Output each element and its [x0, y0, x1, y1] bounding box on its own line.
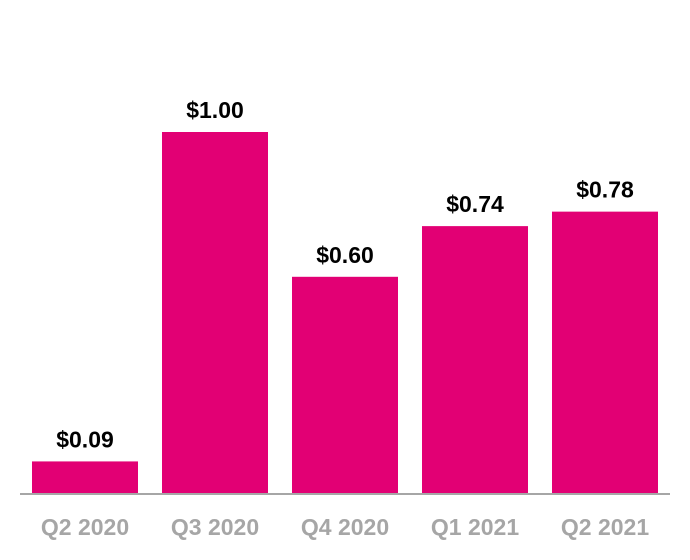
bar-q4-2020	[292, 276, 398, 494]
bar-q2-2021	[552, 211, 658, 494]
x-tick-label: Q2 2021	[561, 514, 649, 540]
x-tick-label: Q4 2020	[301, 514, 389, 540]
bar-value-label: $0.78	[576, 177, 634, 203]
bar-value-label: $0.09	[56, 426, 114, 452]
bar-q1-2021	[422, 226, 528, 494]
bar-q2-2020	[32, 461, 138, 494]
x-tick-label: Q1 2021	[431, 514, 519, 540]
bar-value-label: $1.00	[186, 97, 244, 123]
bar-value-label: $0.60	[316, 242, 374, 268]
bars-group	[32, 132, 658, 494]
bar-q3-2020	[162, 132, 268, 494]
x-tick-label: Q3 2020	[171, 514, 259, 540]
bar-value-label: $0.74	[446, 191, 504, 217]
value-labels-group: $0.09 $1.00 $0.60 $0.74 $0.78	[56, 97, 634, 452]
x-tick-label: Q2 2020	[41, 514, 129, 540]
x-tick-labels-group: Q2 2020 Q3 2020 Q4 2020 Q1 2021 Q2 2021	[41, 514, 649, 540]
